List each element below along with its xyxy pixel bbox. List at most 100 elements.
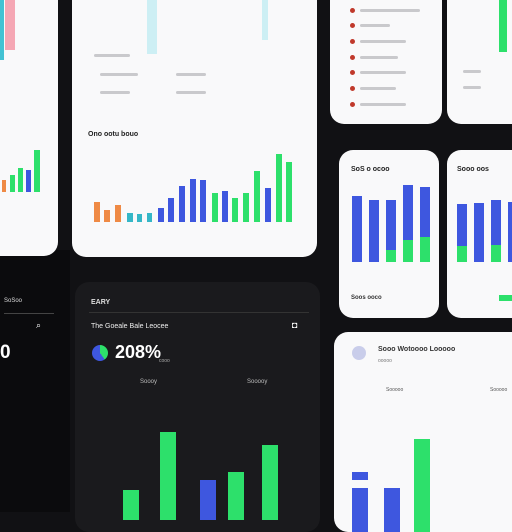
placeholder-line	[176, 91, 206, 94]
panel-subtitle: ooooo	[378, 358, 392, 364]
bar	[200, 480, 216, 520]
bar-blue-4	[190, 179, 196, 222]
bar	[147, 0, 157, 54]
bar-green-4	[254, 171, 260, 222]
bottom-right-panel: Sooo Wotoooo Looooo ooooo Sooooo Sooooo	[334, 332, 512, 532]
card-left-top	[0, 0, 58, 256]
bar	[0, 0, 4, 60]
options-icon[interactable]: ◘	[292, 320, 298, 330]
bar-blue-7	[265, 188, 271, 222]
dark-left-label: SoSoo	[4, 298, 23, 304]
bar-teal-1	[127, 213, 133, 222]
bar-teal-3	[147, 213, 152, 222]
placeholder-line	[463, 86, 481, 89]
bar	[386, 200, 396, 250]
bar-blue-3	[179, 186, 185, 222]
bar	[386, 250, 396, 262]
card-footer: Soos ooco	[351, 295, 382, 301]
bar-blue-6	[222, 191, 228, 222]
bar	[26, 170, 31, 192]
pie-icon	[92, 345, 108, 361]
panel-title: The Goeale Bale Leocee	[91, 323, 169, 330]
separator	[89, 312, 309, 313]
bar	[2, 180, 6, 192]
legend-right: Sooooy	[247, 379, 268, 385]
list-line	[360, 40, 406, 43]
avatar	[352, 346, 366, 360]
kpi-suffix: cooo	[159, 358, 170, 364]
bar	[499, 295, 512, 301]
list-line	[360, 24, 390, 27]
bar	[384, 488, 400, 532]
bar	[123, 490, 139, 520]
bar	[262, 0, 268, 40]
panel-label: EARY	[91, 299, 111, 306]
bar	[420, 187, 430, 237]
card-title: SoS o ocoo	[351, 166, 390, 173]
card-right-list	[330, 0, 442, 124]
bar	[352, 472, 368, 480]
dark-left-widget: SoSoo ⌕ 0	[0, 280, 60, 400]
card-center-top: Ono ootu bouo	[72, 0, 317, 257]
legend-right: Sooooo	[490, 387, 508, 393]
bar	[508, 202, 512, 262]
dark-panel: EARY The Goeale Bale Leocee ◘ 208% cooo …	[75, 282, 320, 532]
card-title: Ono ootu bouo	[88, 131, 139, 138]
bar-blue-2	[168, 198, 174, 222]
bar	[403, 185, 413, 240]
bar	[34, 150, 40, 192]
bar	[491, 245, 501, 262]
bar	[474, 203, 484, 262]
bar	[403, 240, 413, 262]
list-line	[360, 87, 396, 90]
list-dot	[350, 86, 355, 91]
card-right-b: Sooo oos	[447, 150, 512, 318]
card-right-a: SoS o ocoo Soos ooco	[339, 150, 439, 318]
bar	[160, 432, 176, 520]
search-icon[interactable]: ⌕	[36, 320, 42, 330]
bar	[491, 200, 501, 245]
bar-orange-2	[104, 210, 110, 222]
list-dot	[350, 8, 355, 13]
list-dot	[350, 55, 355, 60]
bar	[420, 237, 430, 262]
bar-green-1	[212, 193, 218, 222]
list-dot	[350, 23, 355, 28]
legend-left: Sooooo	[386, 387, 404, 393]
bar	[262, 445, 278, 520]
dark-left-value: 0	[0, 342, 11, 363]
placeholder-line	[463, 70, 481, 73]
card-title: Sooo oos	[457, 166, 489, 173]
list-dot	[350, 39, 355, 44]
bar-orange-3	[115, 205, 121, 222]
placeholder-line	[176, 73, 206, 76]
bar-teal-2	[137, 214, 142, 222]
list-dot	[350, 102, 355, 107]
left-dark-strip	[0, 250, 70, 512]
bar	[352, 196, 362, 262]
bar	[457, 204, 467, 246]
bar	[10, 175, 15, 192]
list-line	[360, 9, 420, 12]
bar-orange-1	[94, 202, 100, 222]
bar	[457, 246, 467, 262]
bar-green-3	[243, 193, 249, 222]
card-far-right-top	[447, 0, 512, 124]
placeholder-line	[100, 73, 138, 76]
list-line	[360, 103, 406, 106]
placeholder-line	[94, 54, 130, 57]
separator	[4, 313, 54, 314]
list-dot	[350, 70, 355, 75]
bar	[352, 488, 368, 532]
panel-title: Sooo Wotoooo Looooo	[378, 346, 456, 353]
bar	[18, 168, 23, 192]
list-line	[360, 56, 398, 59]
bar-green-2	[232, 198, 238, 222]
bar	[369, 200, 379, 262]
bar-blue-5	[200, 180, 206, 222]
bar-blue-1	[158, 208, 164, 222]
bar-green-5	[276, 154, 282, 222]
legend-left: Soooy	[140, 379, 158, 385]
bar	[5, 0, 15, 50]
bar	[228, 472, 244, 520]
